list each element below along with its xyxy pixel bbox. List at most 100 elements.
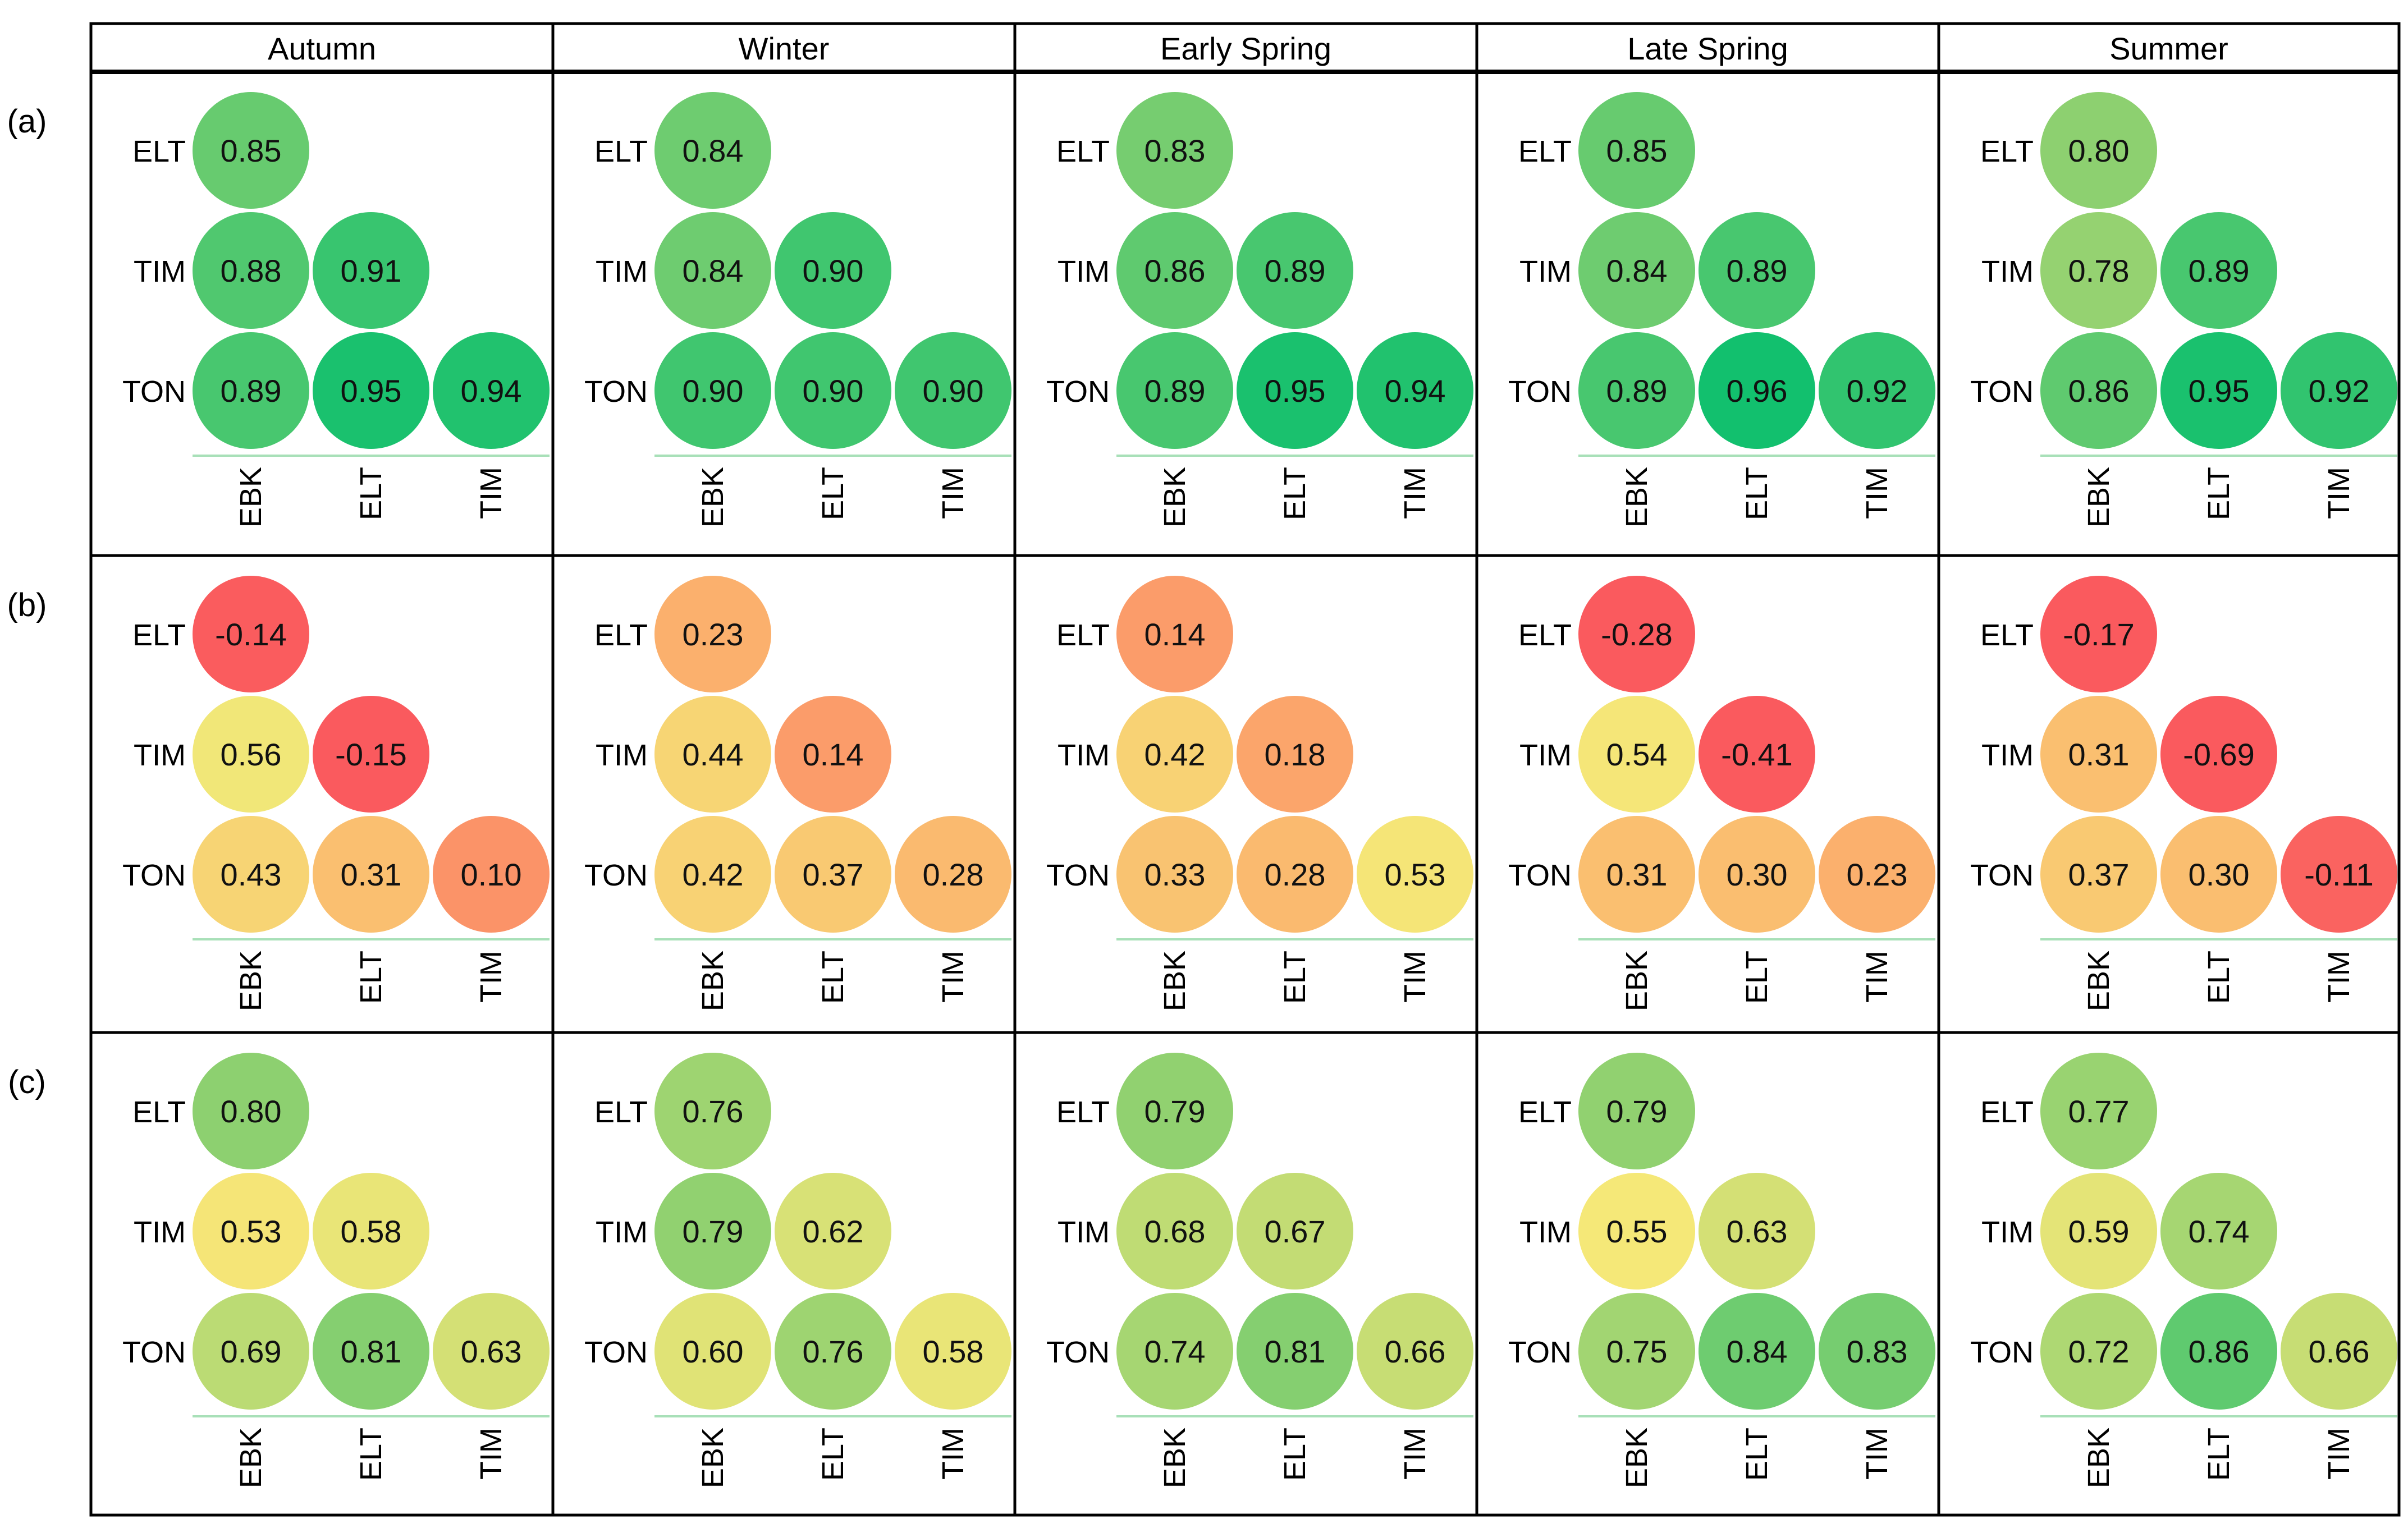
correlation-circle [1116, 696, 1233, 813]
row-axis-label: ELT [1980, 1095, 2034, 1129]
column-axis-label: EBK [696, 467, 730, 527]
correlation-panel: 0.80 0.78 0.89 0.86 0.95 0.92 ELT TIM TON EBK ELT T… [1970, 92, 2397, 527]
correlation-value: -0.15 [335, 737, 407, 772]
correlation-circle [2160, 212, 2277, 329]
correlation-circle [654, 212, 771, 329]
column-axis-label: ELT [2202, 467, 2236, 520]
row-axis-label: TON [122, 1336, 186, 1369]
correlation-value: 0.66 [1385, 1334, 1446, 1369]
row-axis-label: ELT [594, 1095, 648, 1129]
row-label: (a) [7, 103, 47, 140]
correlation-value: 0.28 [1265, 857, 1326, 892]
correlation-value: 0.42 [1145, 737, 1206, 772]
correlation-circle [775, 1173, 891, 1290]
column-axis-label: EBK [234, 1428, 268, 1488]
correlation-circle [2160, 816, 2277, 933]
correlation-circle [193, 576, 309, 692]
correlation-value: 0.81 [341, 1334, 402, 1369]
correlation-value: 0.76 [803, 1334, 864, 1369]
correlation-circle [1578, 332, 1695, 449]
correlation-value: 0.95 [2189, 373, 2250, 409]
correlation-circle [193, 212, 309, 329]
correlation-circle [1578, 92, 1695, 209]
correlation-value: 0.58 [341, 1214, 402, 1249]
correlation-value: 0.23 [683, 617, 744, 652]
correlation-circle [1578, 816, 1695, 933]
row-axis-label: ELT [1056, 1095, 1110, 1129]
correlation-value: 0.62 [803, 1214, 864, 1249]
column-axis-label: TIM [474, 467, 508, 519]
correlation-value: 0.95 [341, 373, 402, 409]
correlation-circle [1357, 816, 1473, 933]
column-axis-label: ELT [354, 1428, 388, 1481]
correlation-panel: 0.79 0.68 0.67 0.74 0.81 0.66 ELT TIM TON EBK ELT T… [1046, 1053, 1473, 1488]
correlation-circle [2281, 816, 2397, 933]
column-axis-label: TIM [1860, 467, 1894, 519]
correlation-circle [2281, 332, 2397, 449]
column-axis-label: TIM [474, 951, 508, 1003]
column-axis-label: ELT [1740, 467, 1774, 520]
correlation-value: 0.83 [1145, 133, 1206, 168]
correlation-circle [2040, 332, 2157, 449]
column-axis-label: EBK [696, 1428, 730, 1488]
correlation-value: 0.53 [1385, 857, 1446, 892]
column-axis-label: EBK [1620, 951, 1654, 1011]
correlation-value: 0.94 [461, 373, 522, 409]
correlation-circle [654, 576, 771, 692]
correlation-circle [1699, 816, 1815, 933]
row-axis-label: TIM [134, 738, 186, 772]
column-axis-label: TIM [1860, 951, 1894, 1003]
column-axis-label: TIM [1860, 1428, 1894, 1480]
column-axis-label: ELT [2202, 951, 2236, 1004]
season-header: Summer [2109, 31, 2228, 66]
correlation-circle [2160, 1293, 2277, 1410]
row-axis-label: TIM [1981, 738, 2034, 772]
correlation-value: 0.86 [1145, 253, 1206, 288]
correlation-value: 0.89 [1145, 373, 1206, 409]
correlation-value: 0.84 [1606, 253, 1668, 288]
correlation-circle [313, 1173, 429, 1290]
correlation-circle [654, 1293, 771, 1410]
correlation-circle [2160, 332, 2277, 449]
correlation-circle [1116, 212, 1233, 329]
row-axis-label: TON [122, 375, 186, 409]
correlation-panel: 0.76 0.79 0.62 0.60 0.76 0.58 ELT TIM TON EBK ELT T… [584, 1053, 1011, 1488]
correlation-value: 0.28 [923, 857, 984, 892]
correlation-circle [1578, 1293, 1695, 1410]
column-axis-label: TIM [936, 951, 970, 1003]
row-axis-label: ELT [1980, 618, 2034, 652]
column-axis-label: TIM [1398, 951, 1432, 1003]
column-axis-label: TIM [1398, 467, 1432, 519]
correlation-value: 0.79 [683, 1214, 744, 1249]
correlation-value: -0.11 [2304, 857, 2373, 892]
correlation-value: 0.54 [1606, 737, 1668, 772]
correlation-panel: 0.80 0.53 0.58 0.69 0.81 0.63 ELT TIM TON EBK ELT T… [122, 1053, 550, 1488]
correlation-circle [1237, 212, 1353, 329]
correlation-circle [2040, 576, 2157, 692]
row-axis-label: TON [584, 1336, 648, 1369]
column-axis-label: ELT [1740, 951, 1774, 1004]
column-axis-label: ELT [354, 951, 388, 1004]
correlation-circle [2040, 92, 2157, 209]
season-header: Early Spring [1160, 31, 1331, 66]
row-axis-label: TON [584, 375, 648, 409]
correlation-panel: 0.83 0.86 0.89 0.89 0.95 0.94 ELT TIM TON EBK ELT T… [1046, 92, 1473, 527]
correlation-value: 0.30 [2189, 857, 2250, 892]
column-axis-label: ELT [1740, 1428, 1774, 1481]
correlation-value: 0.92 [1847, 373, 1908, 409]
correlation-value: 0.30 [1727, 857, 1788, 892]
figure-frame [89, 22, 2401, 1517]
correlation-circle [313, 212, 429, 329]
row-axis-label: ELT [132, 135, 186, 168]
row-axis-label: ELT [1056, 618, 1110, 652]
correlation-value: 0.96 [1727, 373, 1788, 409]
column-axis-label: ELT [816, 467, 850, 520]
correlation-panel: -0.14 0.56 -0.15 0.43 0.31 0.10 ELT TIM TON EBK EL… [122, 576, 550, 1011]
correlation-circle [1237, 332, 1353, 449]
correlation-value: -0.28 [1601, 617, 1673, 652]
correlation-value: 0.14 [1145, 617, 1206, 652]
row-axis-label: TON [1508, 1336, 1572, 1369]
correlation-value: 0.84 [683, 253, 744, 288]
row-axis-label: TON [584, 859, 648, 892]
